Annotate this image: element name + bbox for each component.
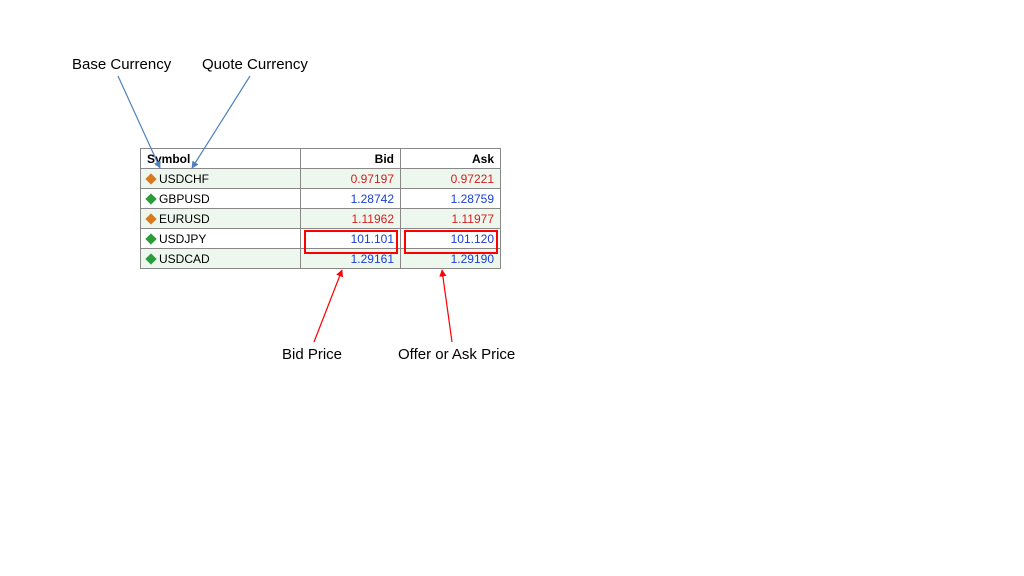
bid-cell: 1.11962: [301, 209, 401, 229]
table-row: USDCAD 1.291611.29190: [141, 249, 501, 269]
bid-cell: 101.101: [301, 229, 401, 249]
symbol-cell: EURUSD: [141, 209, 301, 229]
symbol-text: USDCAD: [159, 252, 210, 266]
label-quote-currency: Quote Currency: [202, 56, 308, 73]
table-row: EURUSD 1.119621.11977: [141, 209, 501, 229]
symbol-text: USDJPY: [159, 232, 206, 246]
up-diamond-icon: [145, 233, 156, 244]
bid-cell: 0.97197: [301, 169, 401, 189]
symbol-cell: USDCHF: [141, 169, 301, 189]
ask-cell: 0.97221: [401, 169, 501, 189]
ask-cell: 1.28759: [401, 189, 501, 209]
symbol-cell: USDJPY: [141, 229, 301, 249]
label-ask-price: Offer or Ask Price: [398, 346, 515, 363]
down-diamond-icon: [145, 173, 156, 184]
callout-arrow-red: [442, 270, 452, 342]
col-header-ask: Ask: [401, 149, 501, 169]
table-header-row: Symbol Bid Ask: [141, 149, 501, 169]
col-header-bid: Bid: [301, 149, 401, 169]
callout-arrow-red: [314, 270, 342, 342]
ask-cell: 1.29190: [401, 249, 501, 269]
symbol-cell: USDCAD: [141, 249, 301, 269]
symbol-text: GBPUSD: [159, 192, 210, 206]
symbol-text: USDCHF: [159, 172, 209, 186]
ask-cell: 101.120: [401, 229, 501, 249]
label-base-currency: Base Currency: [72, 56, 171, 73]
table-row: USDCHF 0.971970.97221: [141, 169, 501, 189]
up-diamond-icon: [145, 193, 156, 204]
col-header-symbol: Symbol: [141, 149, 301, 169]
bid-cell: 1.29161: [301, 249, 401, 269]
label-bid-price: Bid Price: [282, 346, 342, 363]
bid-cell: 1.28742: [301, 189, 401, 209]
down-diamond-icon: [145, 213, 156, 224]
symbol-text: EURUSD: [159, 212, 210, 226]
ask-cell: 1.11977: [401, 209, 501, 229]
symbol-cell: GBPUSD: [141, 189, 301, 209]
up-diamond-icon: [145, 253, 156, 264]
table-row: GBPUSD 1.287421.28759: [141, 189, 501, 209]
arrows-overlay: [0, 0, 1024, 576]
table-row: USDJPY 101.101101.120: [141, 229, 501, 249]
quote-table: Symbol Bid Ask USDCHF0.971970.97221GBPUS…: [140, 148, 501, 269]
